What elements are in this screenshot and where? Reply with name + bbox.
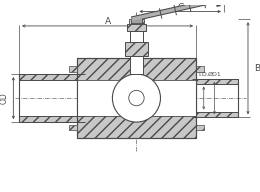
Bar [77, 80, 196, 116]
Bar [127, 24, 146, 31]
Text: ØD1: ØD1 [207, 71, 221, 77]
Text: OD: OD [0, 92, 9, 104]
Bar [69, 66, 77, 72]
Text: C: C [177, 3, 183, 12]
Bar [129, 19, 144, 24]
Bar [19, 116, 84, 122]
Bar [192, 79, 238, 84]
Bar [192, 113, 238, 117]
Bar [77, 58, 196, 138]
Bar [131, 17, 142, 23]
Bar [196, 124, 204, 130]
Bar [130, 31, 143, 74]
Bar [19, 74, 84, 80]
Text: A: A [105, 17, 111, 26]
Circle shape [129, 90, 144, 106]
Bar [125, 42, 148, 56]
Bar [69, 124, 77, 130]
Text: I.D.: I.D. [198, 71, 209, 77]
Bar [196, 66, 204, 72]
Text: B: B [254, 64, 260, 73]
Circle shape [112, 74, 160, 122]
